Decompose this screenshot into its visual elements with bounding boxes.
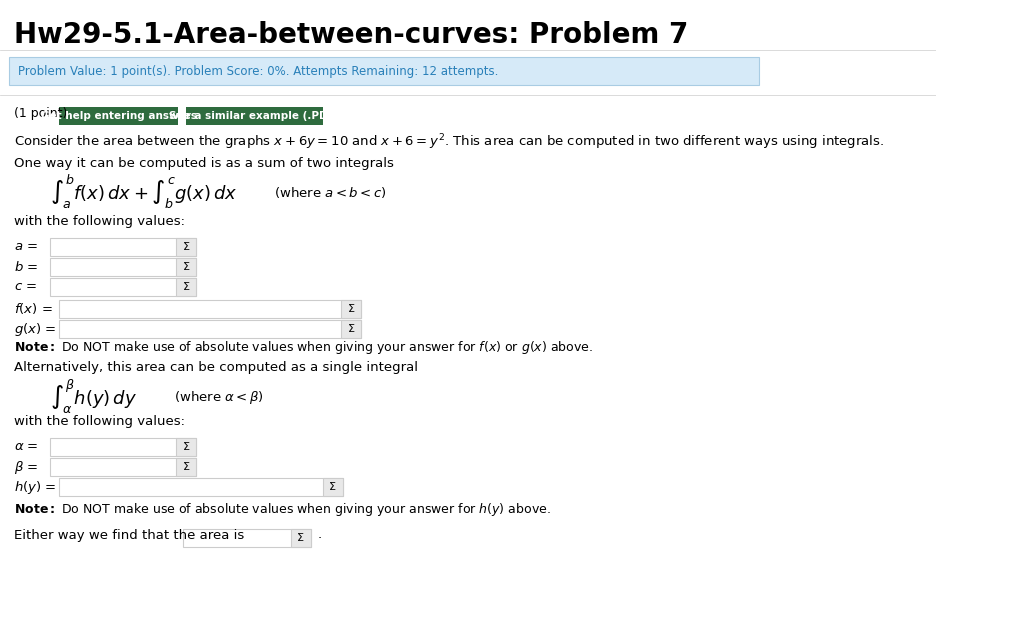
FancyBboxPatch shape xyxy=(50,278,197,296)
FancyBboxPatch shape xyxy=(59,320,361,338)
FancyBboxPatch shape xyxy=(50,438,197,456)
Text: $h(y)$ =: $h(y)$ = xyxy=(13,479,56,496)
FancyBboxPatch shape xyxy=(341,300,361,318)
Text: $\beta$ =: $\beta$ = xyxy=(13,459,38,476)
Text: Either way we find that the area is: Either way we find that the area is xyxy=(13,528,244,542)
Text: $\mathbf{Note:}$ Do NOT make use of absolute values when giving your answer for : $\mathbf{Note:}$ Do NOT make use of abso… xyxy=(13,338,593,355)
Text: Consider the area between the graphs $x+6y=10$ and $x+6=y^2$. This area can be c: Consider the area between the graphs $x+… xyxy=(13,132,884,152)
Text: Problem Value: 1 point(s). Problem Score: 0%. Attempts Remaining: 12 attempts.: Problem Value: 1 point(s). Problem Score… xyxy=(18,65,499,77)
FancyBboxPatch shape xyxy=(50,258,197,276)
FancyBboxPatch shape xyxy=(182,529,310,547)
FancyBboxPatch shape xyxy=(176,258,197,276)
FancyBboxPatch shape xyxy=(176,438,197,456)
Text: $\int_{a}^{b} f(x)\,dx + \int_{b}^{c} g(x)\,dx$: $\int_{a}^{b} f(x)\,dx + \int_{b}^{c} g(… xyxy=(50,173,238,211)
Text: Alternatively, this area can be computed as a single integral: Alternatively, this area can be computed… xyxy=(13,362,418,374)
Text: Σ: Σ xyxy=(183,282,189,292)
Text: Hw29-5.1-Area-between-curves: Problem 7: Hw29-5.1-Area-between-curves: Problem 7 xyxy=(13,21,688,49)
Text: Σ: Σ xyxy=(183,242,189,252)
FancyBboxPatch shape xyxy=(323,478,343,496)
Text: $\int_{\alpha}^{\beta} h(y)\,dy$: $\int_{\alpha}^{\beta} h(y)\,dy$ xyxy=(50,378,137,416)
Text: One way it can be computed is as a sum of two integrals: One way it can be computed is as a sum o… xyxy=(13,157,393,169)
Text: Σ: Σ xyxy=(297,533,304,543)
Text: $a$ =: $a$ = xyxy=(13,240,38,253)
Text: $g(x)$ =: $g(x)$ = xyxy=(13,321,56,338)
FancyBboxPatch shape xyxy=(59,107,178,125)
Text: Get help entering answers: Get help entering answers xyxy=(41,111,197,121)
Text: $f(x)$ =: $f(x)$ = xyxy=(13,301,52,316)
FancyBboxPatch shape xyxy=(59,300,361,318)
Text: $c$ =: $c$ = xyxy=(13,281,37,294)
FancyBboxPatch shape xyxy=(341,320,361,338)
Text: Σ: Σ xyxy=(347,324,354,334)
FancyBboxPatch shape xyxy=(50,238,197,256)
Text: Σ: Σ xyxy=(329,482,336,492)
Text: (1 point): (1 point) xyxy=(13,106,68,120)
FancyBboxPatch shape xyxy=(185,107,323,125)
FancyBboxPatch shape xyxy=(59,478,343,496)
Text: See a similar example (.PDF): See a similar example (.PDF) xyxy=(169,111,339,121)
Text: $b$ =: $b$ = xyxy=(13,260,38,274)
Text: $\alpha$ =: $\alpha$ = xyxy=(13,440,38,454)
FancyBboxPatch shape xyxy=(176,238,197,256)
Text: .: . xyxy=(318,528,323,542)
Text: (where $\alpha < \beta$): (where $\alpha < \beta$) xyxy=(174,389,263,406)
Text: $\mathbf{Note:}$ Do NOT make use of absolute values when giving your answer for : $\mathbf{Note:}$ Do NOT make use of abso… xyxy=(13,501,551,518)
Text: Σ: Σ xyxy=(347,304,354,314)
FancyBboxPatch shape xyxy=(176,278,197,296)
FancyBboxPatch shape xyxy=(291,529,310,547)
Text: Σ: Σ xyxy=(183,462,189,472)
Text: with the following values:: with the following values: xyxy=(13,216,184,228)
FancyBboxPatch shape xyxy=(9,57,759,85)
Text: (where $a < b < c$): (where $a < b < c$) xyxy=(274,184,387,199)
FancyBboxPatch shape xyxy=(176,458,197,476)
FancyBboxPatch shape xyxy=(50,458,197,476)
Text: Σ: Σ xyxy=(183,262,189,272)
Text: Σ: Σ xyxy=(183,442,189,452)
Text: with the following values:: with the following values: xyxy=(13,416,184,428)
